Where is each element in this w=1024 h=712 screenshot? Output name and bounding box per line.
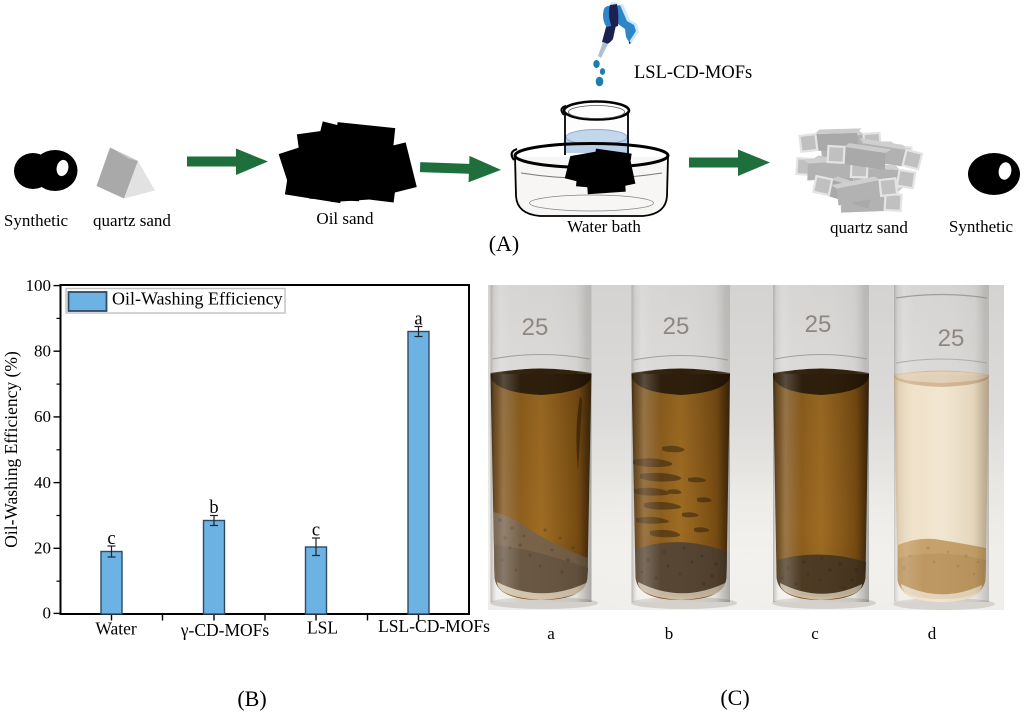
svg-text:(B): (B) — [237, 686, 266, 711]
svg-text:25: 25 — [938, 325, 965, 352]
svg-text:0: 0 — [43, 604, 52, 623]
svg-text:b: b — [209, 498, 218, 518]
svg-text:LSL-CD-MOFs: LSL-CD-MOFs — [378, 616, 490, 636]
svg-text:c: c — [312, 521, 320, 541]
svg-text:80: 80 — [34, 342, 51, 361]
svg-text:quartz sand: quartz sand — [93, 211, 171, 230]
svg-text:(C): (C) — [720, 685, 749, 710]
svg-text:b: b — [665, 624, 674, 643]
svg-text:25: 25 — [663, 313, 690, 340]
svg-text:60: 60 — [34, 407, 51, 426]
svg-text:Oil sand: Oil sand — [316, 209, 374, 228]
svg-text:25: 25 — [805, 311, 832, 338]
svg-text:Oil-Washing Efficiency: Oil-Washing Efficiency — [112, 289, 283, 309]
svg-text:c: c — [107, 529, 115, 549]
svg-text:Water bath: Water bath — [567, 217, 641, 236]
svg-text:LSL-CD-MOFs: LSL-CD-MOFs — [634, 63, 752, 83]
svg-text:Water: Water — [95, 619, 137, 639]
svg-text:Synthetic: Synthetic — [949, 217, 1014, 236]
svg-text:(A): (A) — [489, 231, 520, 256]
svg-text:d: d — [928, 624, 937, 643]
svg-text:40: 40 — [34, 473, 51, 492]
svg-text:quartz sand: quartz sand — [830, 218, 908, 237]
svg-text:a: a — [547, 624, 555, 643]
svg-text:100: 100 — [26, 276, 52, 295]
svg-text:Oil-Washing Efficiency (%): Oil-Washing Efficiency (%) — [1, 351, 21, 548]
svg-text:25: 25 — [522, 314, 549, 341]
svg-text:Synthetic: Synthetic — [4, 211, 69, 230]
svg-text:20: 20 — [34, 539, 51, 558]
svg-text:LSL: LSL — [307, 618, 338, 638]
svg-text:a: a — [414, 310, 422, 330]
svg-text:γ-CD-MOFs: γ-CD-MOFs — [180, 620, 270, 640]
svg-text:c: c — [811, 624, 819, 643]
